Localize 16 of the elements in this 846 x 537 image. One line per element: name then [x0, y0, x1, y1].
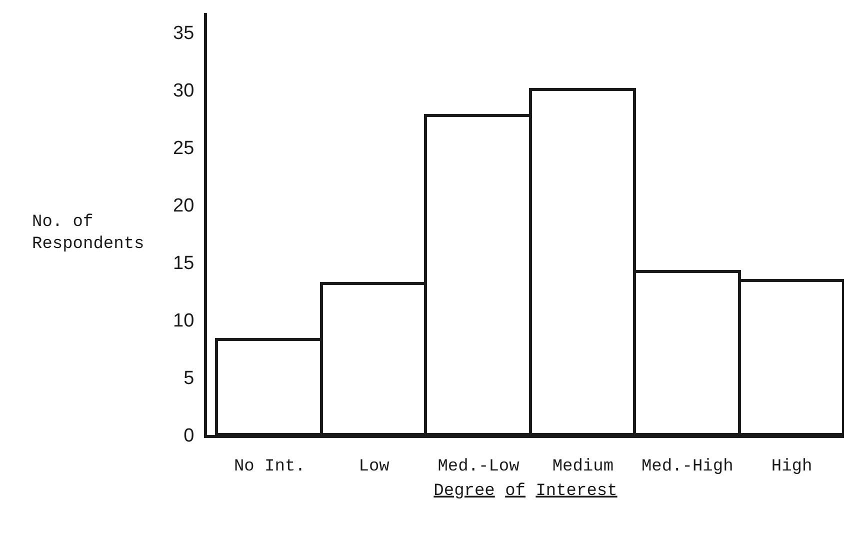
y-tick-label: 15: [173, 253, 194, 274]
x-axis-title: Degree of Interest: [434, 482, 618, 501]
y-tick-label: 35: [173, 23, 194, 44]
x-tick-label: Low: [358, 457, 390, 476]
y-tick-label: 20: [173, 196, 194, 217]
y-tick-label: 30: [173, 80, 194, 102]
x-tick-label: Med.-High: [641, 457, 734, 476]
y-axis-title: No. of Respondents: [32, 213, 144, 254]
y-tick-label: 0: [184, 426, 194, 447]
x-tick-label: High: [771, 457, 812, 476]
y-tick-label: 10: [173, 310, 194, 332]
x-tick-label: Medium: [552, 457, 614, 476]
y-tick-label: 5: [184, 368, 194, 390]
x-tick-label: No Int.: [234, 457, 306, 476]
y-tick-label: 25: [173, 138, 194, 160]
x-tick-label: Med.-Low: [438, 457, 520, 476]
